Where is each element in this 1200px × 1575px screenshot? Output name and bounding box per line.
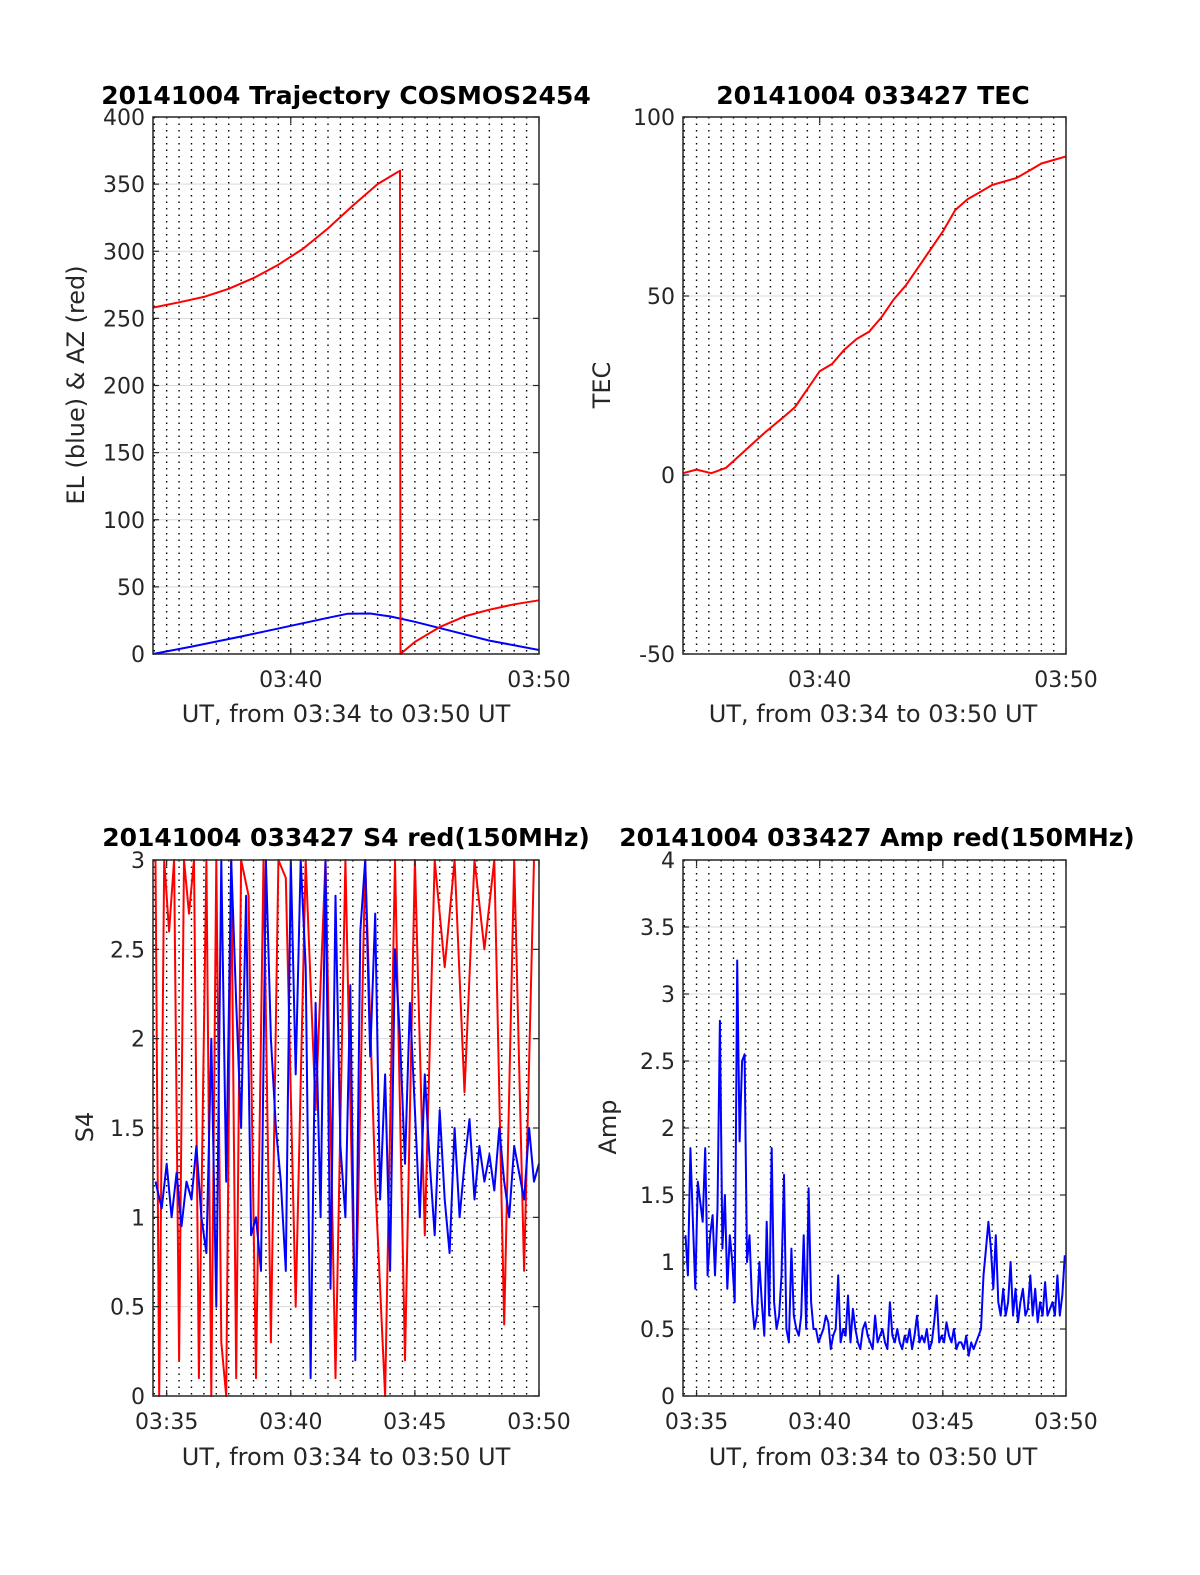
trajectory-ytick-label: 200 [103,375,145,400]
trajectory-ytick-label: 250 [103,307,145,332]
s4-ytick-label: 1.5 [110,1117,145,1142]
trajectory-series-1-line [152,169,540,655]
amp-ytick-label: 0.5 [640,1318,675,1343]
tec-ytick-label: -50 [639,643,675,668]
amp-xtick-label: 03:45 [911,1410,974,1435]
tec-ylabel: TEC [588,362,616,410]
amp-panel: 0 0.5 1 1.5 2 2.5 3 3.5 4 03:35 03:40 03:45 03:50 20… [594,823,1135,1471]
amp-ytick-label: 2.5 [640,1050,675,1075]
s4-ylabel: S4 [71,1112,99,1143]
trajectory-ytick-label: 300 [103,240,145,265]
amp-ytick-label: 3 [661,983,675,1008]
amp-xlabel: UT, from 03:34 to 03:50 UT [709,1443,1038,1471]
s4-ytick-label: 0.5 [110,1296,145,1321]
trajectory-xtick-label: 03:50 [507,668,570,693]
trajectory-ytick-label: 150 [103,442,145,467]
s4-title: 20141004 033427 S4 red(150MHz) [102,823,590,852]
trajectory-ytick-label: 0 [131,643,145,668]
trajectory-ytick-label: 350 [103,173,145,198]
amp-ytick-label: 1.5 [640,1184,675,1209]
amp-title: 20141004 033427 Amp red(150MHz) [619,823,1135,852]
s4-xtick-label: 03:50 [507,1410,570,1435]
tec-xtick-label: 03:50 [1034,668,1097,693]
amp-xtick-label: 03:35 [665,1410,728,1435]
trajectory-panel: 0 50 100 150 200 250 300 350 400 03:40 03:50 20141… [62,81,591,728]
trajectory-ytick-label: 400 [103,106,145,131]
trajectory-ytick-label: 100 [103,509,145,534]
amp-ylabel: Amp [594,1099,622,1154]
trajectory-xtick-label: 03:40 [259,668,322,693]
s4-ytick-label: 1 [131,1206,145,1231]
s4-panel: 0 0.5 1 1.5 2 2.5 3 03:35 03:40 03:45 03:50 201410… [71,823,590,1471]
tec-ytick-label: 100 [633,106,675,131]
s4-ytick-label: 2 [131,1028,145,1053]
amp-ytick-label: 0 [661,1385,675,1410]
amp-ytick-label: 3.5 [640,916,675,941]
amp-ytick-label: 1 [661,1251,675,1276]
s4-ytick-label: 0 [131,1385,145,1410]
amp-ytick-label: 4 [661,849,675,874]
trajectory-title: 20141004 Trajectory COSMOS2454 [101,81,591,110]
tec-axes-frame [682,116,1067,655]
s4-series-1-line [154,859,540,1380]
amp-series-0-line [684,959,1066,1357]
amp-ytick-label: 2 [661,1117,675,1142]
s4-xtick-label: 03:40 [259,1410,322,1435]
trajectory-series-0-line [152,612,540,655]
s4-xtick-label: 03:45 [383,1410,446,1435]
trajectory-ylabel: EL (blue) & AZ (red) [62,265,90,504]
s4-xtick-label: 03:35 [135,1410,198,1435]
amp-xtick-label: 03:50 [1034,1410,1097,1435]
trajectory-xlabel: UT, from 03:34 to 03:50 UT [182,700,511,728]
s4-ytick-label: 2.5 [110,938,145,963]
tec-title: 20141004 033427 TEC [716,81,1029,110]
amp-xtick-label: 03:40 [788,1410,851,1435]
tec-ytick-label: 0 [661,464,675,489]
s4-ytick-label: 3 [131,849,145,874]
tec-ytick-label: 50 [647,285,675,310]
trajectory-ytick-label: 50 [117,576,145,601]
tec-xlabel: UT, from 03:34 to 03:50 UT [709,700,1038,728]
tec-xtick-label: 03:40 [788,668,851,693]
tec-series-0-line [682,155,1067,475]
s4-xlabel: UT, from 03:34 to 03:50 UT [182,1443,511,1471]
